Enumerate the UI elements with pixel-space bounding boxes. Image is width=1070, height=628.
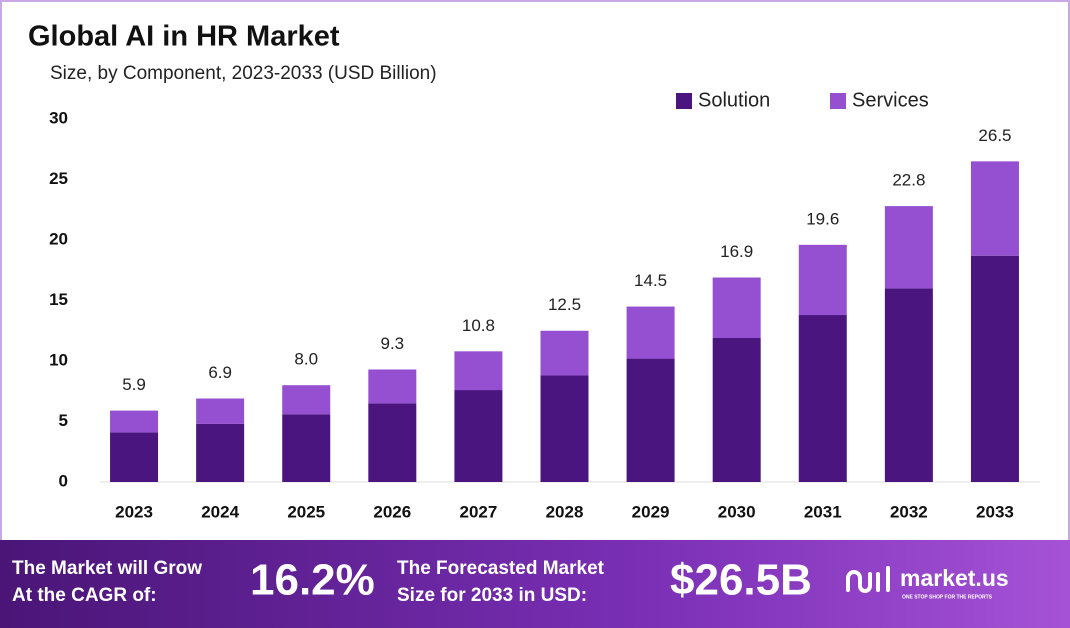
legend-label: Services	[852, 89, 929, 111]
y-tick-label: 30	[49, 108, 68, 127]
x-tick-label: 2029	[632, 502, 670, 521]
brand-logo	[846, 566, 890, 593]
forecast-text: Size for 2033 in USD:	[397, 585, 587, 606]
brand-name: market.us	[900, 565, 1009, 591]
legend-swatch	[830, 93, 846, 109]
bar-segment	[712, 277, 761, 339]
x-tick-label: 2033	[976, 502, 1014, 521]
bar-segment	[454, 351, 503, 391]
footer-band	[0, 540, 1070, 628]
x-tick-label: 2030	[718, 502, 756, 521]
bar-segment	[626, 306, 675, 359]
x-tick-label: 2028	[546, 502, 584, 521]
bar-segment	[368, 403, 417, 482]
chart-title: Global AI in HR Market	[28, 21, 340, 53]
total-label: 14.5	[634, 271, 667, 290]
bar-segment	[454, 390, 503, 482]
bar-segment	[712, 338, 761, 482]
x-tick-label: 2031	[804, 502, 842, 521]
bar-segment	[970, 161, 1019, 256]
total-label: 6.9	[208, 363, 232, 382]
cagr-value: 16.2%	[250, 556, 375, 605]
total-label: 22.8	[892, 171, 925, 190]
bar-segment	[540, 330, 589, 376]
legend-label: Solution	[698, 89, 770, 111]
bar-segment	[884, 288, 933, 482]
cagr-text: At the CAGR of:	[12, 585, 157, 606]
total-label: 10.8	[462, 316, 495, 335]
bar-segment	[626, 358, 675, 482]
y-tick-label: 5	[59, 411, 68, 430]
bar-segment	[884, 206, 933, 289]
bar-segment	[282, 385, 331, 415]
bar-segment	[196, 398, 245, 424]
total-label: 26.5	[978, 126, 1011, 145]
brand-tagline: ONE STOP SHOP FOR THE REPORTS	[902, 594, 993, 600]
bar-segment	[540, 375, 589, 482]
y-tick-label: 25	[49, 169, 68, 188]
total-label: 5.9	[122, 375, 146, 394]
x-tick-label: 2027	[459, 502, 497, 521]
bar-segment	[970, 255, 1019, 482]
x-tick-label: 2032	[890, 502, 928, 521]
x-tick-label: 2023	[115, 502, 153, 521]
bar-segment	[368, 369, 417, 404]
legend-swatch	[676, 93, 692, 109]
bar-segment	[196, 423, 245, 482]
chart-subtitle: Size, by Component, 2023-2033 (USD Billi…	[50, 63, 437, 84]
y-tick-label: 10	[49, 350, 68, 369]
forecast-text: The Forecasted Market	[397, 558, 605, 579]
bar-segment	[798, 315, 847, 482]
x-tick-label: 2025	[287, 502, 325, 521]
y-tick-label: 15	[49, 290, 68, 309]
x-tick-label: 2026	[373, 502, 411, 521]
y-tick-label: 0	[59, 471, 68, 490]
bar-segment	[282, 414, 331, 482]
total-label: 16.9	[720, 242, 753, 261]
total-label: 12.5	[548, 295, 581, 314]
bar-segment	[110, 410, 159, 433]
bar-segment	[110, 432, 159, 482]
x-tick-label: 2024	[201, 502, 239, 521]
total-label: 19.6	[806, 209, 839, 228]
forecast-value: $26.5B	[670, 556, 812, 605]
bar-segment	[798, 244, 847, 316]
total-label: 9.3	[380, 334, 404, 353]
total-label: 8.0	[294, 350, 318, 369]
cagr-text: The Market will Grow	[12, 558, 202, 579]
y-tick-label: 20	[49, 229, 68, 248]
